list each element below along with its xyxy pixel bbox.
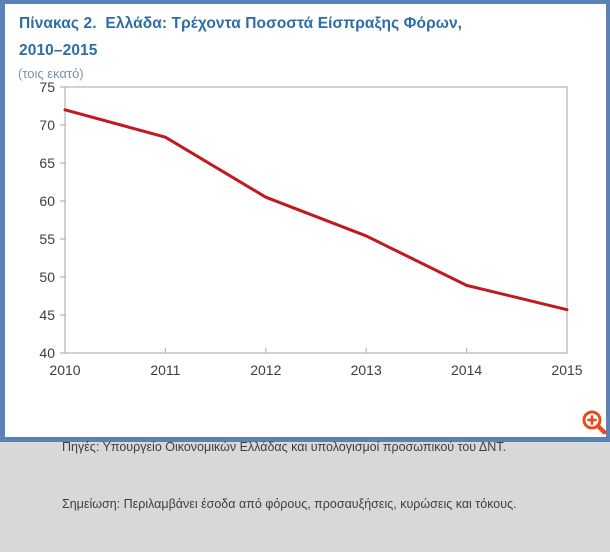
footnotes: Πηγές: Υπουργείο Οικονομικών Ελλάδας και… — [62, 400, 517, 552]
y-axis-label: 55 — [39, 231, 55, 247]
y-axis-label: 50 — [39, 269, 55, 285]
plot-area — [64, 86, 568, 354]
figure-title-line2: 2010–2015 — [19, 42, 98, 59]
y-axis-label: 60 — [39, 193, 55, 209]
x-axis-label: 2011 — [150, 362, 180, 378]
x-axis-label: 2010 — [49, 362, 80, 378]
figure-title-line1: Πίνακας 2. Ελλάδα: Τρέχοντα Ποσοστά Είσπ… — [19, 15, 463, 32]
x-axis-label: 2012 — [250, 362, 281, 378]
y-axis-label: 65 — [39, 155, 55, 171]
tax-collection-rate-line — [63, 108, 569, 312]
unit-label: (τοις εκατό) — [18, 66, 84, 81]
sources-note: Πηγές: Υπουργείο Οικονομικών Ελλάδας και… — [62, 440, 507, 454]
magnifier-plus-icon — [582, 410, 607, 435]
tax-collection-line-chart: 40 45 50 55 60 65 70 75 2010 2011 2012 2013 2014 2015 — [39, 79, 582, 378]
y-axis-label: 40 — [39, 345, 55, 361]
y-axis-label: 70 — [39, 117, 55, 133]
zoom-in-button[interactable] — [580, 408, 609, 437]
x-axis-label: 2015 — [551, 362, 582, 378]
methodology-note: Σημείωση: Περιλαμβάνει έσοδα από φόρους,… — [62, 497, 517, 511]
y-axis-label: 45 — [39, 307, 55, 323]
x-axis-label: 2014 — [451, 362, 482, 378]
y-axis-label: 75 — [39, 79, 55, 95]
figure-frame: Πίνακας 2. Ελλάδα: Τρέχοντα Ποσοστά Είσπ… — [0, 0, 610, 511]
x-axis-label: 2013 — [351, 362, 382, 378]
